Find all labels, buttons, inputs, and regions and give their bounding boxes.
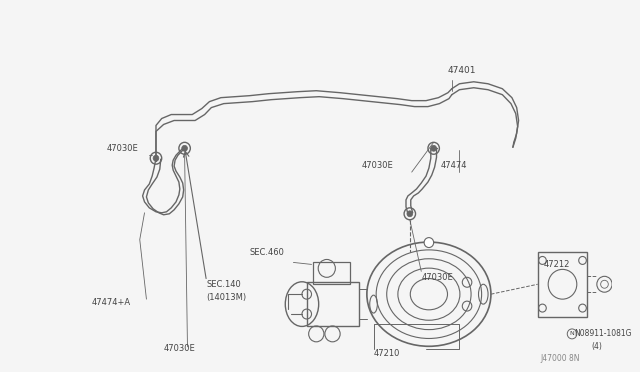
Text: 47474: 47474 bbox=[440, 161, 467, 170]
Text: SEC.140: SEC.140 bbox=[207, 280, 241, 289]
Text: 47030E: 47030E bbox=[421, 273, 453, 282]
Text: J47000 8N: J47000 8N bbox=[541, 354, 580, 363]
Text: (14013M): (14013M) bbox=[207, 293, 246, 302]
Text: (4): (4) bbox=[591, 342, 602, 351]
Text: 47210: 47210 bbox=[374, 349, 400, 358]
Circle shape bbox=[153, 155, 159, 161]
Text: 47030E: 47030E bbox=[106, 144, 138, 153]
Text: 47030E: 47030E bbox=[362, 161, 394, 170]
Text: 47030E: 47030E bbox=[164, 344, 195, 353]
Bar bbox=[314, 262, 349, 284]
Text: 47474+A: 47474+A bbox=[92, 298, 131, 307]
Text: N: N bbox=[570, 331, 575, 336]
Text: 47212: 47212 bbox=[543, 260, 570, 269]
Circle shape bbox=[424, 238, 434, 247]
Circle shape bbox=[407, 211, 413, 217]
Bar bbox=[538, 253, 588, 317]
Text: 47401: 47401 bbox=[448, 66, 476, 76]
Circle shape bbox=[431, 145, 436, 151]
Text: N08911-1081G: N08911-1081G bbox=[574, 329, 632, 339]
Bar bbox=[307, 282, 359, 326]
Text: SEC.460: SEC.460 bbox=[250, 248, 284, 257]
Circle shape bbox=[182, 145, 188, 151]
